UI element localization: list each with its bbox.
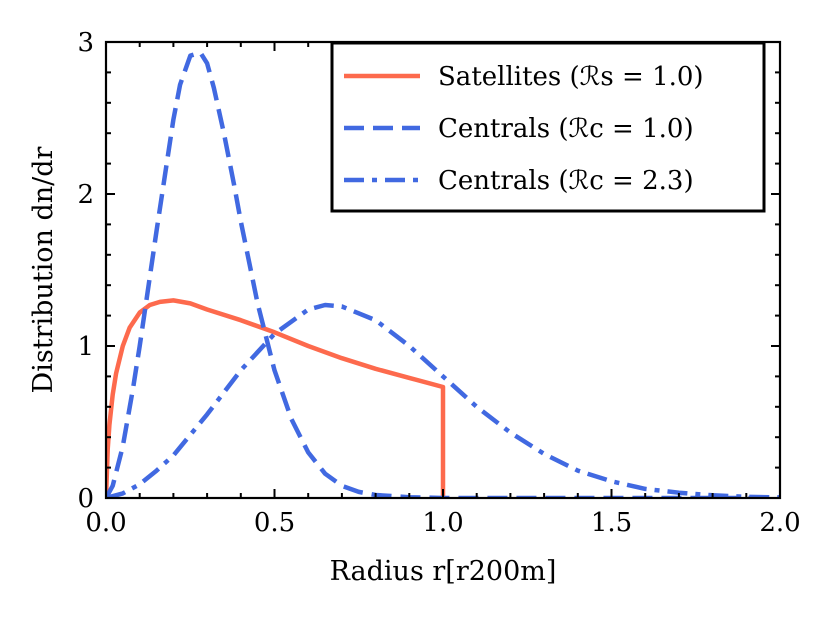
legend-entries: Satellites (ℛs = 1.0) Centrals (ℛc = 1.0)…: [344, 62, 704, 196]
series-line-1: [106, 298, 446, 498]
x-tick-label: 0.0: [85, 508, 126, 538]
x-axis-label: Radius r[r200m]: [330, 556, 557, 587]
x-tick-label: 2.0: [759, 508, 800, 538]
legend-label-3: Centrals (ℛc = 2.3): [438, 166, 694, 196]
series-line-3: [106, 302, 780, 498]
series-line-2: [106, 50, 780, 498]
legend-label-1: Satellites (ℛs = 1.0): [438, 62, 704, 92]
series-layer: [106, 50, 780, 498]
y-tick-label: 2: [77, 180, 94, 210]
y-tick-label: 1: [77, 332, 94, 362]
y-axis-label: Distribution dn/dr: [28, 146, 59, 393]
x-tick-label: 1.0: [422, 508, 463, 538]
y-tick-label: 3: [77, 28, 94, 58]
legend-label-2: Centrals (ℛc = 1.0): [438, 114, 694, 144]
y-tick-label: 0: [77, 484, 94, 514]
x-tick-label: 1.5: [591, 508, 632, 538]
x-tick-label: 0.5: [254, 508, 295, 538]
legend: Satellites (ℛs = 1.0) Centrals (ℛc = 1.0)…: [330, 41, 766, 213]
